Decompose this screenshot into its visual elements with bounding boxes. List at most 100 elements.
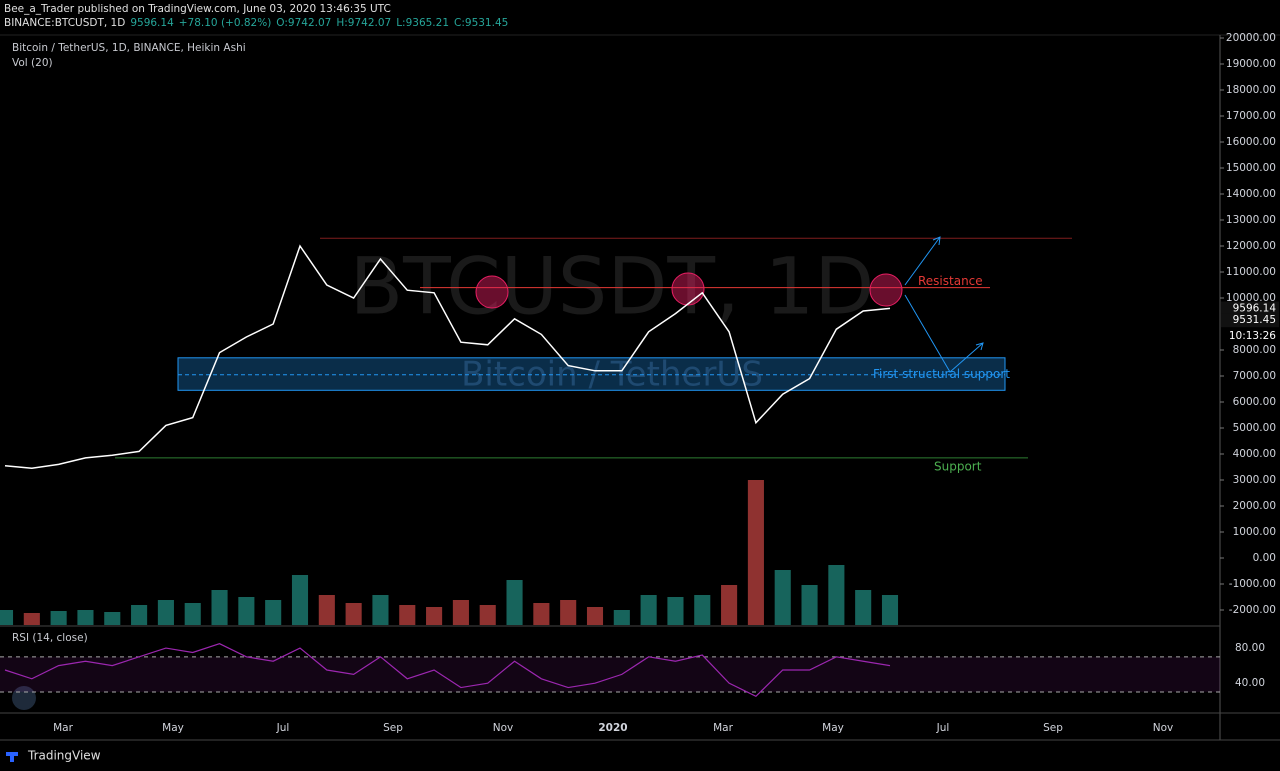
volume-bar	[211, 590, 228, 625]
y-tick-label: 12000.00	[1226, 240, 1276, 252]
volume-bar	[881, 595, 899, 625]
volume-bar	[372, 595, 389, 625]
y-tick-label: 14000.00	[1226, 188, 1276, 200]
x-tick-label: 2020	[598, 722, 627, 734]
volume-bar	[131, 605, 148, 625]
y-tick-label: 8000.00	[1233, 344, 1276, 356]
header-item: 9596.14	[130, 17, 174, 29]
footer-logo	[6, 752, 18, 762]
x-tick-label: Jul	[936, 722, 950, 734]
volume-bar	[533, 603, 550, 625]
volume-bar	[318, 595, 335, 625]
volume-bar	[774, 570, 791, 625]
y-tick-label: 11000.00	[1226, 266, 1276, 278]
volume-bar	[23, 613, 40, 625]
volume-bar	[828, 565, 845, 625]
y-tick-label: 13000.00	[1226, 214, 1276, 226]
y-tick-label: -1000.00	[1229, 578, 1276, 590]
volume-bar	[184, 603, 201, 625]
footer: TradingView	[27, 749, 101, 763]
y-tick-label: 6000.00	[1233, 396, 1276, 408]
y-tick-label: 7000.00	[1233, 370, 1276, 382]
volume-bar	[801, 585, 818, 625]
countdown: 10:13:26	[1229, 330, 1276, 342]
x-tick-label: Mar	[713, 722, 733, 734]
highlight-circle	[671, 272, 705, 306]
y-tick-label: 0.00	[1253, 552, 1276, 564]
support-zone	[177, 357, 1006, 391]
y-tick-label: -2000.00	[1229, 604, 1276, 616]
x-tick-label: May	[162, 722, 184, 734]
x-tick-label: May	[822, 722, 844, 734]
y-tick-label: 2000.00	[1233, 500, 1276, 512]
x-tick-label: Mar	[53, 722, 73, 734]
header-item: H:9742.07	[336, 17, 391, 29]
rsi-tick-label: 80.00	[1235, 642, 1265, 654]
volume-bar	[265, 600, 282, 625]
header: Bee_a_Trader published on TradingView.co…	[4, 3, 391, 15]
arrow	[975, 342, 984, 351]
price-line	[4, 244, 891, 470]
header-item: L:9365.21	[396, 17, 449, 29]
volume-bar	[479, 605, 496, 625]
volume-bar	[640, 595, 657, 625]
y-tick-label: 19000.00	[1226, 58, 1276, 70]
rsi-band	[0, 656, 1220, 692]
arrow	[904, 236, 941, 286]
y-tick-label: 16000.00	[1226, 136, 1276, 148]
price-marker-box	[1221, 301, 1279, 316]
volume-bar	[104, 612, 121, 625]
rsi-tick-label: 40.00	[1235, 677, 1265, 689]
x-tick-label: Nov	[493, 722, 514, 734]
volume-bar	[667, 597, 684, 625]
rsi-line	[4, 643, 891, 698]
volume-bar	[0, 610, 14, 625]
header-item: +78.10 (+0.82%)	[179, 17, 272, 29]
volume-bar	[694, 595, 711, 625]
y-tick-label: 20000.00	[1226, 32, 1276, 44]
x-tick-label: Nov	[1153, 722, 1174, 734]
volume-bar	[506, 580, 523, 625]
x-tick-label: Sep	[383, 722, 403, 734]
volume-bar	[560, 600, 577, 625]
volume-bar	[77, 610, 94, 625]
y-tick-label: 1000.00	[1233, 526, 1276, 538]
price-marker-box	[1221, 313, 1279, 328]
volume-bar	[586, 607, 604, 625]
volume-bar	[399, 605, 416, 625]
header-item: C:9531.45	[454, 17, 508, 29]
legend: Bitcoin / TetherUS, 1D, BINANCE, Heikin …	[12, 42, 246, 54]
price-marker: 9596.14	[1233, 303, 1277, 315]
y-tick-label: 4000.00	[1233, 448, 1276, 460]
legend: Vol (20)	[12, 57, 53, 69]
volume-bar	[747, 480, 764, 625]
highlight-circle	[475, 275, 509, 309]
arrow	[932, 236, 941, 246]
price-marker: 9531.45	[1233, 314, 1276, 326]
volume-bar	[721, 585, 738, 625]
legend: RSI (14, close)	[12, 632, 88, 644]
y-tick-label: 10000.00	[1226, 292, 1276, 304]
header-item: O:9742.07	[276, 17, 331, 29]
support-label: Support	[934, 459, 982, 473]
y-tick-label: 3000.00	[1233, 474, 1276, 486]
highlight-circle	[869, 273, 903, 307]
volume-bar	[613, 610, 630, 625]
y-tick-label: 18000.00	[1226, 84, 1276, 96]
y-tick-label: 15000.00	[1226, 162, 1276, 174]
volume-bar	[452, 600, 469, 625]
header-item: BINANCE:BTCUSDT, 1D	[4, 17, 125, 29]
y-tick-label: 5000.00	[1233, 422, 1276, 434]
volume-bar	[157, 600, 174, 625]
volume-bar	[238, 597, 255, 625]
zone-label: First structural support	[873, 367, 1010, 381]
x-tick-label: Jul	[276, 722, 290, 734]
volume-bar	[855, 590, 872, 625]
x-tick-label: Sep	[1043, 722, 1063, 734]
volume-bar	[50, 611, 67, 625]
arrow	[904, 294, 984, 373]
volume-bar	[426, 607, 443, 625]
